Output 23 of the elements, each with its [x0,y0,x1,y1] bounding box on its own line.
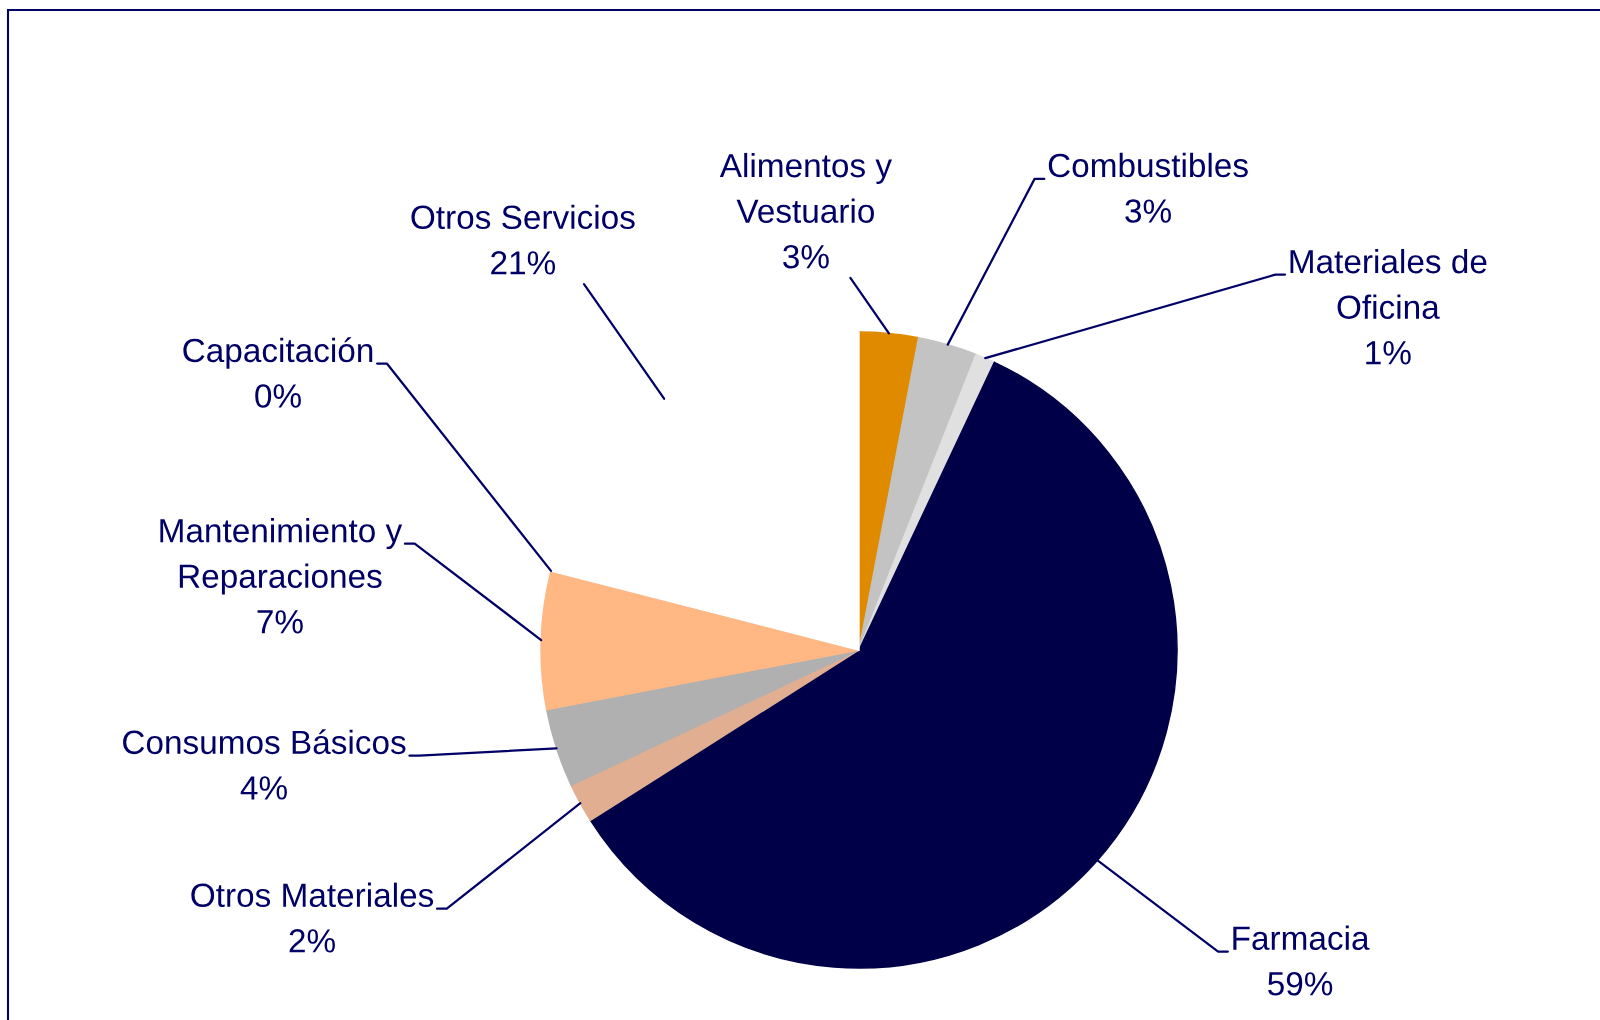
category-label: Capacitación [183,337,373,369]
slice-label: Farmacia [1233,925,1370,951]
slice-label: Otros Servicios [411,204,635,230]
slice-label: Otros Materiales [191,882,434,908]
pie-slice [540,570,860,711]
data-label: 3% [1125,199,1171,223]
slice-label: Combustibles [1048,152,1248,178]
pie-slice [545,649,860,787]
data-label: 2% [289,929,335,953]
data-label: 21% [491,251,556,275]
slice-label: Consumos Básicos [123,729,406,755]
slice-label: Mantenimiento y Reparaciones [160,517,403,595]
data-label: 7% [257,610,303,634]
data-label: 3% [783,244,829,269]
text: 0% [255,384,301,408]
pie-slice [550,331,860,651]
data-label: 59% [1268,971,1333,996]
pie-slice [570,649,860,822]
slice-label: Materiales de Oficina [1290,248,1487,320]
slice-label: Alimentos y Vestuario [719,152,892,223]
data-label: 4% [240,776,287,800]
data-label: 1% [1366,341,1411,365]
pie-slice [589,361,1178,969]
